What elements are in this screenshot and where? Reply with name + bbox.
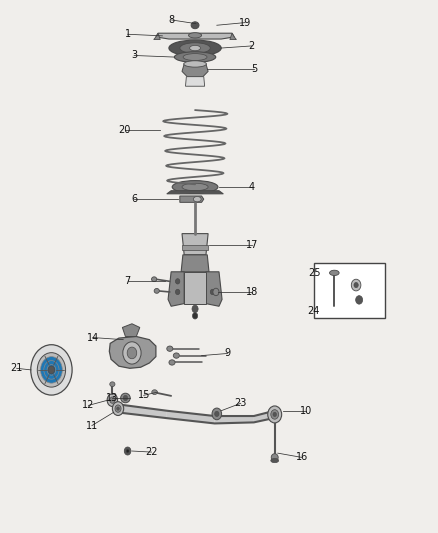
Ellipse shape <box>210 289 215 295</box>
Ellipse shape <box>115 405 121 413</box>
Polygon shape <box>182 64 208 77</box>
Ellipse shape <box>188 33 201 38</box>
Ellipse shape <box>192 313 198 319</box>
Text: 19: 19 <box>239 18 251 28</box>
Ellipse shape <box>174 52 216 62</box>
Polygon shape <box>122 324 140 336</box>
Ellipse shape <box>180 43 210 53</box>
Text: 12: 12 <box>82 400 95 410</box>
Ellipse shape <box>172 181 218 193</box>
Text: 15: 15 <box>138 390 150 400</box>
Polygon shape <box>185 77 205 86</box>
Text: 21: 21 <box>11 364 23 373</box>
Ellipse shape <box>123 342 141 364</box>
Ellipse shape <box>167 346 173 351</box>
Polygon shape <box>254 411 275 422</box>
Ellipse shape <box>271 410 279 419</box>
Ellipse shape <box>212 408 222 419</box>
Ellipse shape <box>169 360 175 365</box>
Text: 13: 13 <box>106 393 118 403</box>
Text: 1: 1 <box>124 29 131 39</box>
Ellipse shape <box>213 288 219 296</box>
Ellipse shape <box>191 22 199 29</box>
Ellipse shape <box>37 353 66 387</box>
Ellipse shape <box>271 458 279 463</box>
Ellipse shape <box>126 449 129 453</box>
Ellipse shape <box>351 279 361 291</box>
Text: 16: 16 <box>296 453 308 463</box>
Polygon shape <box>184 272 206 304</box>
Text: 8: 8 <box>169 15 175 25</box>
Ellipse shape <box>152 277 157 281</box>
Bar <box>314 263 385 318</box>
Text: 24: 24 <box>307 306 320 316</box>
Ellipse shape <box>356 296 363 304</box>
Text: 9: 9 <box>225 349 231 359</box>
Polygon shape <box>180 196 204 203</box>
Polygon shape <box>168 272 184 306</box>
Text: 10: 10 <box>300 406 312 416</box>
Polygon shape <box>167 191 223 194</box>
Text: 7: 7 <box>124 276 131 286</box>
Ellipse shape <box>44 361 59 379</box>
Ellipse shape <box>273 413 276 417</box>
Ellipse shape <box>113 402 124 416</box>
Ellipse shape <box>183 54 207 61</box>
Ellipse shape <box>120 393 130 403</box>
Polygon shape <box>156 33 234 39</box>
Ellipse shape <box>182 183 208 191</box>
Text: 17: 17 <box>245 240 258 251</box>
Polygon shape <box>167 411 215 423</box>
Text: 3: 3 <box>131 51 137 60</box>
Ellipse shape <box>110 397 115 403</box>
Ellipse shape <box>329 270 339 276</box>
Text: 11: 11 <box>86 421 98 431</box>
Text: 20: 20 <box>118 125 131 135</box>
Ellipse shape <box>127 347 137 359</box>
Ellipse shape <box>215 411 219 417</box>
Polygon shape <box>215 416 254 423</box>
Ellipse shape <box>271 454 278 461</box>
Ellipse shape <box>193 197 201 202</box>
Polygon shape <box>117 405 167 418</box>
Polygon shape <box>110 336 156 368</box>
Ellipse shape <box>110 382 115 386</box>
Ellipse shape <box>47 365 56 375</box>
Polygon shape <box>154 33 160 39</box>
Polygon shape <box>182 233 208 255</box>
Text: 23: 23 <box>235 398 247 408</box>
Polygon shape <box>182 245 208 249</box>
Ellipse shape <box>152 390 157 394</box>
Ellipse shape <box>124 447 131 455</box>
Ellipse shape <box>154 288 159 293</box>
Text: 18: 18 <box>246 287 258 297</box>
Ellipse shape <box>268 406 282 423</box>
Ellipse shape <box>107 394 117 407</box>
Ellipse shape <box>184 61 206 67</box>
Polygon shape <box>230 33 237 39</box>
Ellipse shape <box>31 345 72 395</box>
Ellipse shape <box>192 305 198 313</box>
Text: 6: 6 <box>131 194 137 204</box>
Text: 14: 14 <box>87 333 99 343</box>
Ellipse shape <box>176 289 180 295</box>
Polygon shape <box>181 255 209 272</box>
Ellipse shape <box>169 40 221 56</box>
Ellipse shape <box>190 45 201 51</box>
Ellipse shape <box>48 366 55 374</box>
Ellipse shape <box>123 395 127 401</box>
Ellipse shape <box>176 279 180 284</box>
Ellipse shape <box>173 353 180 358</box>
Polygon shape <box>206 272 222 306</box>
Ellipse shape <box>117 407 119 410</box>
Text: 2: 2 <box>248 41 255 51</box>
Text: 25: 25 <box>308 268 321 278</box>
Ellipse shape <box>354 282 358 288</box>
Text: 4: 4 <box>249 182 255 192</box>
Text: 5: 5 <box>251 64 257 74</box>
Ellipse shape <box>41 357 62 383</box>
Text: 22: 22 <box>145 447 158 457</box>
